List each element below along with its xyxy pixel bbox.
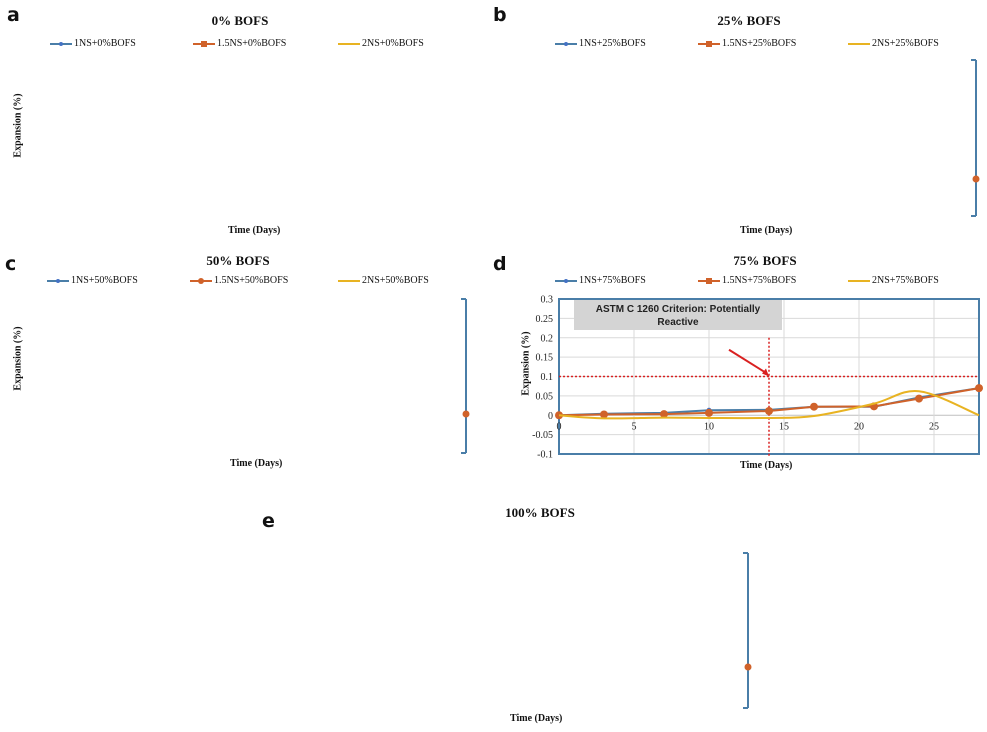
data-point-series2	[765, 406, 773, 415]
x-tick-label: 25	[929, 421, 939, 432]
panel-a: a 0% BOFS 1NS+0%BOFS 1.5NS+0%BOFS 2NS+0%…	[0, 0, 490, 245]
chart-title: 0% BOFS	[211, 13, 269, 28]
x-tick-label: 0	[557, 421, 562, 432]
panel-letter: d	[493, 253, 507, 275]
legend: 1NS+75%BOFS 1.5NS+75%BOFS 2NS+75%BOFS	[555, 275, 939, 286]
y-tick-label: -0.1	[537, 450, 553, 461]
x-axis-title: Time (Days)	[510, 713, 563, 724]
legend: 1NS+50%BOFS 1.5NS+50%BOFS 2NS+50%BOFS	[47, 275, 429, 286]
y-tick-label: 0.3	[541, 295, 554, 306]
x-axis-title: Time (Days)	[740, 225, 793, 236]
x-tick-label: 10	[704, 421, 714, 432]
x-tick-label: 20	[854, 421, 864, 432]
y-tick-label: 0.2	[541, 333, 554, 344]
legend-marker-square-icon	[193, 40, 215, 47]
legend-item-series3: 2NS+75%BOFS	[848, 275, 939, 286]
y-tick-label: 0	[548, 411, 553, 422]
legend-marker-diamond-icon	[47, 278, 69, 283]
annotation-text-line2: Reactive	[657, 317, 699, 328]
annotation-box	[574, 300, 782, 330]
legend-item-series3: 2NS+25%BOFS	[848, 38, 939, 49]
series-line-3	[558, 390, 980, 420]
legend-label: 1.5NS+0%BOFS	[217, 38, 287, 49]
data-point-series2	[915, 394, 923, 403]
data-point-series2	[705, 408, 713, 417]
y-tick-label: 0.25	[536, 314, 554, 325]
y-axis-title: Expansion (%)	[12, 93, 24, 158]
legend-marker-circle-icon	[190, 277, 212, 284]
legend-marker-square-icon	[698, 40, 720, 47]
legend-marker-line-icon	[848, 42, 870, 45]
panel-b: b 25% BOFS 1NS+25%BOFS 1.5NS+25%BOFS 2NS…	[490, 0, 987, 245]
y-tick-label: -0.05	[532, 430, 553, 441]
legend-item-series1: 1NS+75%BOFS	[555, 275, 698, 286]
stub-marker	[972, 175, 980, 183]
legend-item-series3: 2NS+50%BOFS	[338, 275, 429, 286]
panel-d: d 75% BOFS 1NS+75%BOFS 1.5NS+75%BOFS 2NS…	[490, 250, 987, 480]
legend-marker-diamond-icon	[555, 278, 577, 283]
legend-label: 2NS+50%BOFS	[362, 275, 429, 286]
y-axis-title: Expansion (%)	[12, 326, 24, 391]
legend-label: 1NS+0%BOFS	[74, 38, 136, 49]
x-axis-title: Time (Days)	[230, 458, 283, 469]
right-axis-stub	[971, 59, 980, 217]
legend-item-series3: 2NS+0%BOFS	[338, 38, 424, 49]
panel-e: e 100% BOFS Time (Days)	[250, 500, 770, 732]
stub-marker	[744, 663, 752, 671]
legend-label: 1.5NS+50%BOFS	[214, 275, 289, 286]
legend-label: 2NS+0%BOFS	[362, 38, 424, 49]
x-tick-label: 5	[632, 421, 637, 432]
legend-label: 2NS+75%BOFS	[872, 275, 939, 286]
legend-label: 1NS+25%BOFS	[579, 38, 646, 49]
chart-title: 25% BOFS	[717, 13, 781, 28]
legend-label: 1.5NS+25%BOFS	[722, 38, 797, 49]
data-point-series2	[810, 402, 818, 411]
right-axis-stub	[461, 298, 470, 454]
legend-marker-square-icon	[698, 277, 720, 284]
panel-letter: e	[262, 510, 275, 532]
chart-title: 100% BOFS	[505, 505, 575, 517]
panel-letter: b	[493, 4, 507, 26]
x-axis-title: Time (Days)	[740, 460, 793, 471]
legend-item-series1: 1NS+25%BOFS	[555, 38, 698, 49]
annotation-text-line1: ASTM C 1260 Criterion: Potentially	[596, 304, 761, 315]
y-tick-label: 0.05	[536, 391, 554, 402]
data-point-series2	[975, 384, 983, 393]
legend-item-series1: 1NS+0%BOFS	[50, 38, 193, 49]
chart-title: 50% BOFS	[206, 253, 270, 268]
legend-marker-diamond-icon	[50, 41, 72, 46]
panel-letter: c	[5, 253, 17, 275]
legend-marker-line-icon	[338, 42, 360, 45]
legend-label: 1NS+50%BOFS	[71, 275, 138, 286]
chart-d-plot: -0.1 -0.05 0 0.05 0.1 0.15 0.2 0.25 0.3 0 5 10 15 20 2…	[532, 295, 983, 461]
legend: 1NS+25%BOFS 1.5NS+25%BOFS 2NS+25%BOFS	[555, 38, 939, 49]
data-point-series2	[660, 410, 668, 419]
legend-item-series2: 1.5NS+50%BOFS	[190, 275, 338, 286]
legend-item-series2: 1.5NS+25%BOFS	[698, 38, 848, 49]
legend-label: 1.5NS+75%BOFS	[722, 275, 797, 286]
annotation-arrow	[728, 348, 768, 375]
x-tick-label: 15	[779, 421, 789, 432]
data-point-series2	[600, 410, 608, 419]
annotation-arrowhead-icon	[762, 368, 769, 377]
legend-marker-line-icon	[848, 279, 870, 282]
stub-marker	[462, 410, 470, 418]
legend-item-series2: 1.5NS+0%BOFS	[193, 38, 338, 49]
legend-label: 1NS+75%BOFS	[579, 275, 646, 286]
legend-marker-diamond-icon	[555, 41, 577, 46]
legend-item-series1: 1NS+50%BOFS	[47, 275, 190, 286]
right-axis-stub	[743, 552, 752, 709]
legend-marker-line-icon	[338, 279, 360, 282]
legend: 1NS+0%BOFS 1.5NS+0%BOFS 2NS+0%BOFS	[50, 38, 424, 49]
chart-title: 75% BOFS	[733, 253, 797, 268]
panel-letter: a	[7, 4, 20, 26]
panel-c: c 50% BOFS 1NS+50%BOFS 1.5NS+50%BOFS 2NS…	[0, 250, 490, 480]
legend-label: 2NS+25%BOFS	[872, 38, 939, 49]
legend-item-series2: 1.5NS+75%BOFS	[698, 275, 848, 286]
x-axis-title: Time (Days)	[228, 225, 281, 236]
y-tick-label: 0.1	[541, 372, 554, 383]
y-tick-label: 0.15	[536, 353, 554, 364]
